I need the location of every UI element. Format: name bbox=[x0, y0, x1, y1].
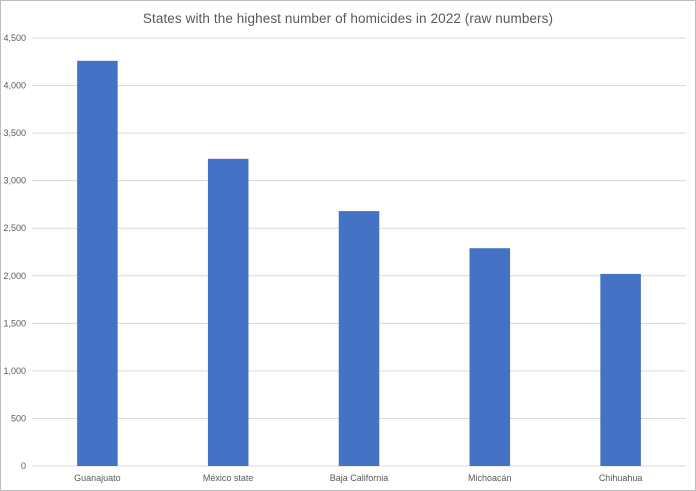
x-tick-label: Baja California bbox=[330, 473, 389, 483]
y-tick-label: 2,500 bbox=[3, 223, 26, 233]
x-tick-label: Chihuahua bbox=[599, 473, 643, 483]
y-tick-label: 500 bbox=[11, 413, 26, 423]
y-tick-label: 4,500 bbox=[3, 33, 26, 43]
bar-guanajuato bbox=[77, 60, 118, 467]
y-tick-label: 4,000 bbox=[3, 81, 26, 91]
bar-chihuahua bbox=[600, 273, 641, 466]
x-tick-label: México state bbox=[203, 473, 254, 483]
y-tick-label: 1,500 bbox=[3, 318, 26, 328]
y-tick-label: 1,000 bbox=[3, 366, 26, 376]
y-tick-label: 0 bbox=[21, 461, 26, 471]
y-tick-label: 3,000 bbox=[3, 176, 26, 186]
y-tick-label: 2,000 bbox=[3, 271, 26, 281]
chart-title: States with the highest number of homici… bbox=[142, 11, 554, 26]
x-tick-label: Michoacán bbox=[468, 473, 512, 483]
y-tick-label: 3,500 bbox=[3, 128, 26, 138]
bar-m-xico-state bbox=[207, 158, 249, 466]
bar-baja-california bbox=[338, 211, 380, 466]
bar-michoac-n bbox=[469, 248, 511, 466]
x-tick-label: Guanajuato bbox=[74, 473, 121, 483]
